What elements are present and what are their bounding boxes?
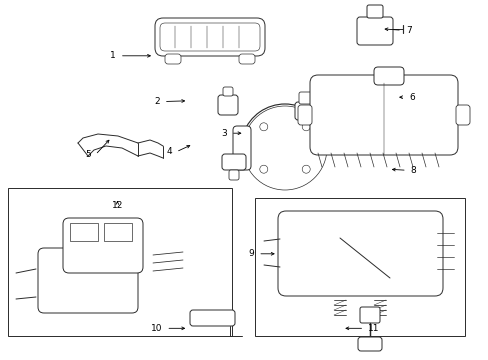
FancyBboxPatch shape [356, 17, 392, 45]
Text: 11: 11 [367, 324, 379, 333]
Text: 2: 2 [154, 97, 160, 106]
FancyBboxPatch shape [232, 126, 250, 170]
FancyBboxPatch shape [38, 248, 138, 313]
FancyBboxPatch shape [455, 105, 469, 125]
FancyBboxPatch shape [298, 92, 312, 104]
Circle shape [302, 123, 309, 131]
FancyBboxPatch shape [63, 218, 142, 273]
Text: 8: 8 [410, 166, 416, 175]
Text: 1: 1 [110, 51, 116, 60]
Circle shape [41, 301, 51, 311]
FancyBboxPatch shape [294, 102, 316, 120]
Text: 9: 9 [248, 249, 254, 258]
FancyBboxPatch shape [222, 154, 245, 170]
FancyBboxPatch shape [366, 5, 382, 18]
Circle shape [197, 313, 206, 323]
FancyBboxPatch shape [305, 200, 453, 268]
Circle shape [228, 157, 239, 167]
Text: 4: 4 [166, 148, 172, 156]
Text: 12: 12 [111, 201, 123, 210]
Circle shape [259, 165, 267, 173]
Bar [313, 208, 445, 260]
Text: 10: 10 [150, 324, 162, 333]
Circle shape [259, 123, 267, 131]
FancyBboxPatch shape [155, 18, 264, 56]
Text: 7: 7 [405, 26, 411, 35]
Text: 3: 3 [221, 129, 226, 138]
Circle shape [222, 99, 234, 111]
Circle shape [365, 339, 373, 347]
Circle shape [246, 110, 323, 186]
Circle shape [259, 122, 310, 174]
FancyBboxPatch shape [359, 307, 379, 323]
FancyBboxPatch shape [228, 170, 239, 180]
Text: 6: 6 [408, 93, 414, 102]
FancyBboxPatch shape [218, 95, 238, 115]
FancyBboxPatch shape [309, 75, 457, 155]
FancyBboxPatch shape [278, 211, 442, 296]
FancyBboxPatch shape [297, 105, 311, 125]
Bar [104, 223, 132, 241]
Circle shape [302, 165, 309, 173]
FancyBboxPatch shape [373, 67, 403, 85]
FancyBboxPatch shape [164, 54, 181, 64]
Text: 5: 5 [85, 150, 91, 159]
FancyBboxPatch shape [239, 54, 254, 64]
Circle shape [243, 106, 326, 190]
FancyBboxPatch shape [357, 337, 381, 351]
Circle shape [360, 31, 368, 39]
Bar [254, 198, 464, 336]
Circle shape [123, 301, 133, 311]
Bar [70, 223, 98, 241]
Bar [325, 214, 373, 254]
Bar [8, 188, 231, 336]
FancyBboxPatch shape [223, 87, 232, 96]
FancyBboxPatch shape [190, 310, 235, 326]
